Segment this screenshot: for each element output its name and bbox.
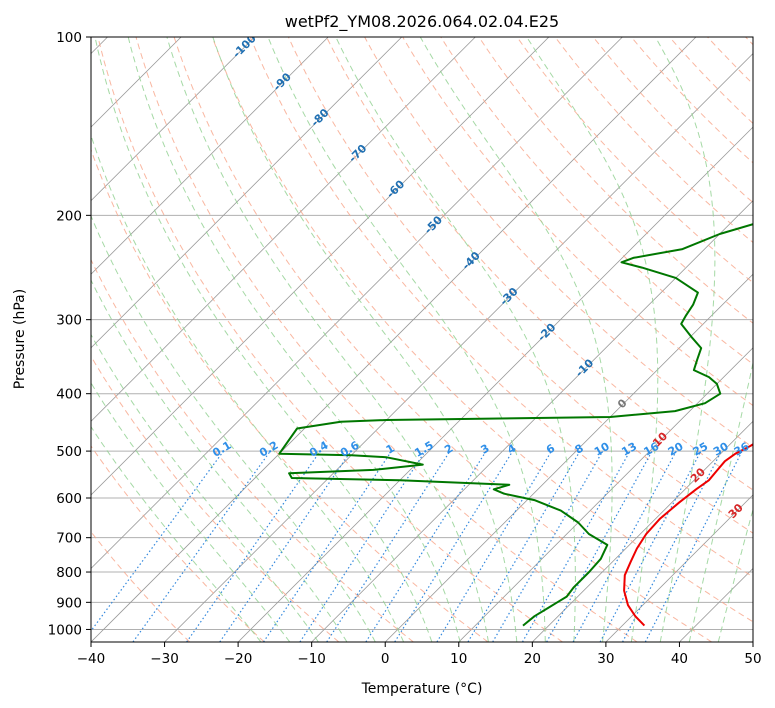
y-tick-label: 300 (56, 313, 82, 329)
isotherm-line (237, 126, 753, 642)
x-tick-label: 0 (381, 651, 390, 667)
y-tick-label: 100 (56, 30, 82, 46)
isotherm-line (91, 37, 403, 349)
moist-adiabat-line (91, 381, 291, 642)
moist-adiabat-line (91, 214, 376, 642)
x-tick-label: −40 (77, 651, 106, 667)
grid-layer (91, 37, 753, 642)
isotherm-line (384, 273, 753, 642)
isotherm-label: 40 (764, 537, 775, 557)
isotherm-line (91, 37, 623, 570)
plot-frame (90, 36, 754, 643)
moist-adiabat-line (688, 360, 753, 642)
isotherm-line (91, 37, 550, 496)
x-tick-label: −30 (150, 651, 179, 667)
y-tick-label: 200 (56, 208, 82, 224)
dry-adiabat-line (91, 355, 340, 642)
dry-adiabat-line (91, 258, 414, 642)
moist-adiabat-line (654, 37, 716, 642)
temperature-profile-line (623, 443, 753, 627)
mixing-ratio-line (492, 450, 604, 642)
isotherm-line (605, 494, 753, 642)
mixing-ratio-line (521, 450, 631, 642)
moist-adiabat-line (419, 37, 613, 642)
y-tick-label: 900 (56, 595, 82, 611)
moist-adiabat-line (94, 37, 433, 642)
dry-adiabat-line (211, 37, 753, 623)
y-tick-label: 1000 (48, 622, 82, 638)
data-layer (278, 223, 753, 627)
dry-adiabat-line (91, 445, 265, 642)
moist-adiabat-line (127, 37, 461, 642)
x-tick-label: −20 (224, 651, 253, 667)
isotherm-line (164, 52, 753, 642)
moist-adiabat-line (717, 507, 753, 642)
axis-layer: −40 −30 −20 −10 0 10 20 30 40 50 100 200 300 400 500 60… (48, 30, 762, 667)
y-tick-label: 400 (56, 387, 82, 403)
mixing-ratio-line (394, 450, 514, 642)
isotherm-line (532, 420, 753, 642)
mixing-ratio-line (572, 450, 677, 642)
x-tick-label: 20 (524, 651, 541, 667)
isotherm-line (91, 37, 329, 275)
isotherm-line (458, 347, 753, 642)
chart-title: wetPf2_YM08.2026.064.02.04.E25 (285, 12, 559, 32)
moist-adiabat-line (335, 37, 576, 642)
mixing-ratio-line (467, 450, 581, 642)
moist-adiabat-line (526, 37, 659, 642)
dry-adiabat-line (97, 37, 563, 642)
mixing-ratio-line (326, 450, 451, 642)
moist-adiabat-line (267, 37, 546, 642)
x-axis-label: Temperature (°C) (361, 681, 483, 697)
moist-adiabat-line (166, 37, 489, 642)
dry-adiabat-line (326, 37, 753, 491)
y-tick-label: 700 (56, 531, 82, 547)
isotherm-line (91, 37, 255, 202)
moist-adiabat-line (91, 134, 405, 642)
mixing-ratio-line (186, 450, 321, 642)
x-tick-label: 30 (597, 651, 614, 667)
x-tick-label: 50 (744, 651, 761, 667)
y-tick-label: 600 (56, 491, 82, 507)
x-tick-label: 40 (671, 651, 688, 667)
isotherm-line (91, 37, 697, 642)
moist-adiabat-line (212, 37, 518, 642)
mixing-ratio-line (219, 450, 352, 642)
mixing-ratio-line (546, 450, 653, 642)
y-axis-label: Pressure (hPa) (12, 289, 28, 389)
isotherm-line (91, 37, 476, 422)
moist-adiabat-line (91, 333, 319, 642)
mixing-ratio-line (436, 450, 552, 642)
y-tick-label: 800 (56, 565, 82, 581)
x-tick-label: 10 (450, 651, 467, 667)
isotherm-line (752, 641, 753, 642)
dry-adiabat-line (173, 37, 713, 642)
dry-adiabat-line (287, 37, 753, 534)
moist-adiabat-line (91, 425, 262, 642)
x-tick-label: −10 (297, 651, 326, 667)
y-tick-label: 500 (56, 444, 82, 460)
dry-adiabat-line (249, 37, 753, 578)
dewpoint-profile-line (278, 223, 753, 627)
